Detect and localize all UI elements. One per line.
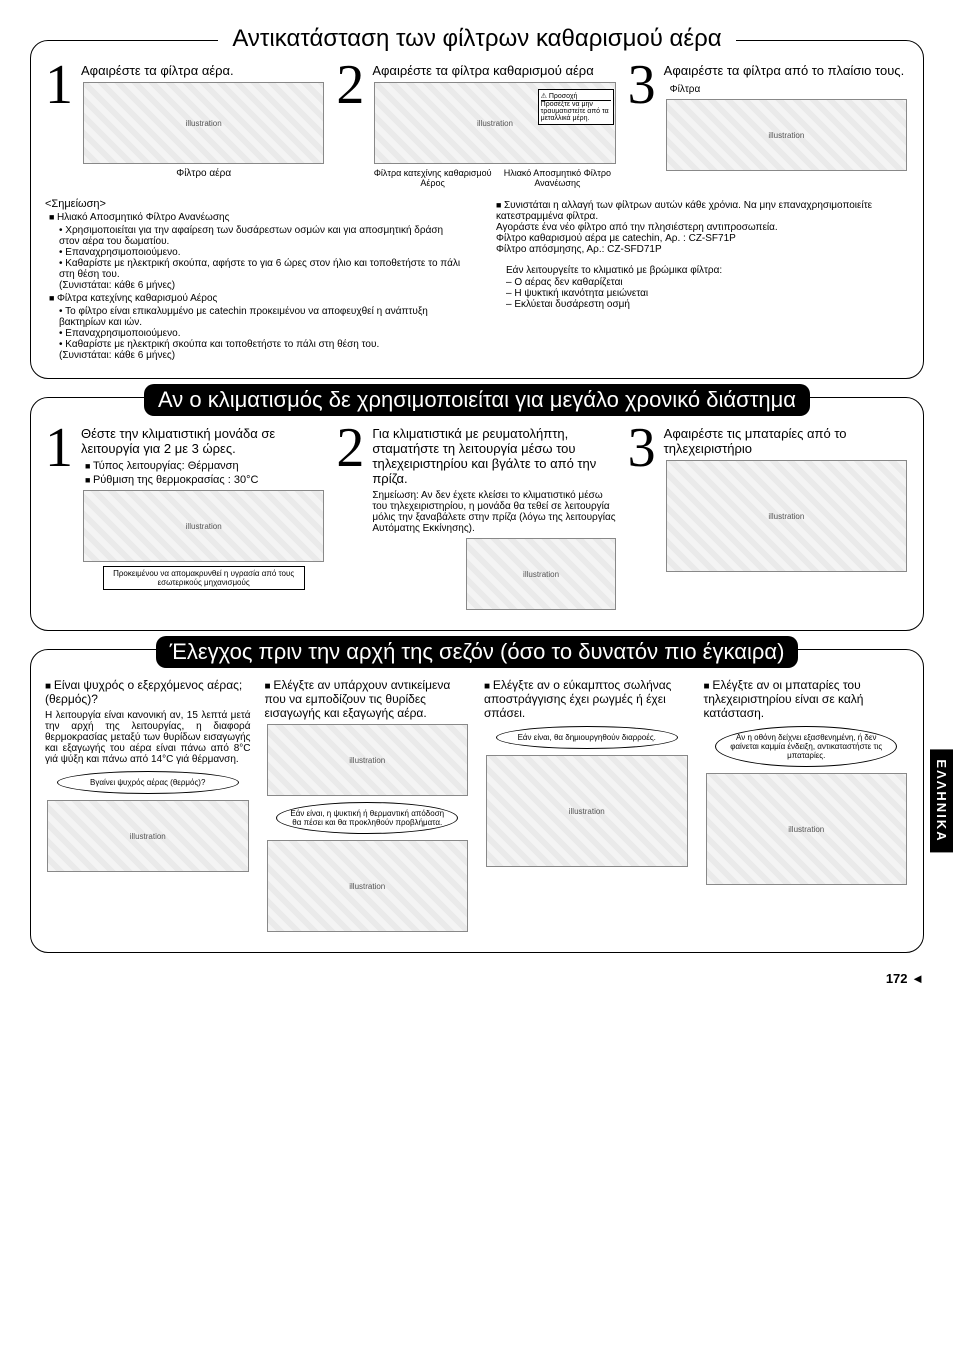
check-col-1: Είναι ψυχρός ο εξερχόμενος αέρας; (θερμό… <box>45 678 251 936</box>
note-list-right: Συνιστάται η αλλαγή των φίλτρων αυτών κά… <box>492 200 909 255</box>
step-b1: 1 Θέστε την κλιματιστική μονάδα σε λειτο… <box>45 426 326 614</box>
section-preseason-check: Έλεγχος πριν την αρχή της σεζόν (όσο το … <box>30 649 924 953</box>
indoor-unit-illustration: illustration <box>267 724 469 796</box>
check-col-3: Ελέγξτε αν ο εύκαμπτος σωλήνας αποστράγγ… <box>484 678 690 936</box>
step-b2: 2 Για κλιματιστικά με ρευματολήπτη, σταμ… <box>336 426 617 614</box>
note-item: Ηλιακό Αποσμητικό Φίλτρο Ανανέωσης <box>49 212 462 223</box>
note-list-left-2: Φίλτρα κατεχίνης καθαρισμού Αέρος <box>45 293 462 304</box>
step-b3: 3 Αφαιρέστε τις μπαταρίες από το τηλεχει… <box>628 426 909 614</box>
dash-item: Ο αέρας δεν καθαρίζεται <box>506 277 909 288</box>
language-tab: ΕΛΛΗΝΙΚΑ <box>930 749 953 852</box>
section-c-checks: Είναι ψυχρός ο εξερχόμενος αέρας; (θερμό… <box>45 678 909 936</box>
note-list-left: Ηλιακό Αποσμητικό Φίλτρο Ανανέωσης <box>45 212 462 223</box>
check-head-1: Είναι ψυχρός ο εξερχόμενος αέρας; (θερμό… <box>45 678 251 706</box>
section-c-title: Έλεγχος πριν την αρχή της σεζόν (όσο το … <box>156 636 799 668</box>
step-number: 2 <box>336 420 364 476</box>
dash-item: Εκλύεται δυσάρεστη οσμή <box>506 299 909 310</box>
note-right-cond: Εάν λειτουργείτε το κλιματικό με βρώμικα… <box>492 265 909 276</box>
step-b1-box: Προκειμένου να απομακρυνθεί η υγρασία απ… <box>103 566 305 590</box>
step-number: 1 <box>45 420 73 476</box>
note-subitem: Καθαρίστε με ηλεκτρική σκούπα και τοποθε… <box>59 339 462 361</box>
step-a2-captions: Φίλτρα κατεχίνης καθαρισμού Αέρος Ηλιακό… <box>372 168 617 188</box>
check-head-2: Ελέγξτε αν υπάρχουν αντικείμενα που να ε… <box>265 678 471 720</box>
step-number: 3 <box>628 57 656 113</box>
note-right-col: Συνιστάται η αλλαγή των φίλτρων αυτών κά… <box>492 198 909 362</box>
note-subitem: Το φίλτρο είναι επικαλυμμένο με catechin… <box>59 306 462 328</box>
note-item: Φίλτρα κατεχίνης καθαρισμού Αέρος <box>49 293 462 304</box>
section-a-title: Αντικατάσταση των φίλτρων καθαρισμού αέρ… <box>218 25 735 53</box>
step-number: 2 <box>336 57 364 113</box>
note-left-col: <Σημείωση> Ηλιακό Αποσμητικό Φίλτρο Αναν… <box>45 198 462 362</box>
step-b1-title: Θέστε την κλιματιστική μονάδα σε λειτουρ… <box>81 426 326 456</box>
check-body-1: Η λειτουργία είναι κανονική αν, 15 λεπτά… <box>45 710 251 765</box>
check-bubble-1: Βγαίνει ψυχρός αέρας (θερμός)? <box>57 771 239 794</box>
step-b3-title: Αφαιρέστε τις μπαταρίες από το τηλεχειρι… <box>664 426 909 456</box>
note-subitem: Επαναχρησιμοποιούμενο. <box>59 328 462 339</box>
step-b2-note: Σημείωση: Αν δεν έχετε κλείσει το κλιματ… <box>372 490 617 534</box>
section-long-idle: Αν ο κλιματισμός δε χρησιμοποιείται για … <box>30 397 924 631</box>
check-head-4: Ελέγξτε αν οι μπαταρίες του τηλεχειριστη… <box>704 678 910 720</box>
ac-dry-illustration: illustration <box>83 490 324 562</box>
step-a1-title: Αφαιρέστε τα φίλτρα αέρα. <box>81 63 326 78</box>
section-b-steps: 1 Θέστε την κλιματιστική μονάδα σε λειτο… <box>45 426 909 614</box>
unplug-illustration: illustration <box>466 538 615 610</box>
warning-box: ⚠ Προσοχή Προσέξτε να μην τραυματιστείτε… <box>538 89 614 125</box>
step-a3-title: Αφαιρέστε τα φίλτρα από το πλαίσιο τους. <box>664 63 909 78</box>
section-b-title: Αν ο κλιματισμός δε χρησιμοποιείται για … <box>144 384 810 416</box>
caption-right: Ηλιακό Αποσμητικό Φίλτρο Ανανέωσης <box>497 168 618 188</box>
check-col-2: Ελέγξτε αν υπάρχουν αντικείμενα που να ε… <box>265 678 471 936</box>
step-b1-bullets: Τύπος λειτουργίας: Θέρμανση Ρύθμιση της … <box>81 460 326 486</box>
filter-frame-illustration: illustration <box>666 99 907 171</box>
check-bubble-4: Αν η οθόνη δείχνει εξασθενημένη, ή δεν φ… <box>715 726 897 767</box>
step-a3-caption: Φίλτρα <box>670 84 909 95</box>
step-a3: 3 Αφαιρέστε τα φίλτρα από το πλαίσιο του… <box>628 63 909 188</box>
dash-item: Η ψυκτική ικανότητα μειώνεται <box>506 288 909 299</box>
bullet: Τύπος λειτουργίας: Θέρμανση <box>85 460 326 472</box>
note-heading: <Σημείωση> <box>45 198 462 210</box>
section-a-notes: <Σημείωση> Ηλιακό Αποσμητικό Φίλτρο Αναν… <box>45 198 909 362</box>
step-a1-caption: Φίλτρο αέρα <box>81 168 326 179</box>
section-a-steps: 1 Αφαιρέστε τα φίλτρα αέρα. illustration… <box>45 63 909 188</box>
person-feeling-air-illustration: illustration <box>47 800 249 872</box>
note-subitem: Χρησιμοποιείται για την αφαίρεση των δυσ… <box>59 225 462 247</box>
ac-unit-illustration: illustration <box>83 82 324 164</box>
note-right-dashlist: Ο αέρας δεν καθαρίζεται Η ψυκτική ικανότ… <box>492 277 909 310</box>
step-number: 3 <box>628 420 656 476</box>
bullet: Ρύθμιση της θερμοκρασίας : 30°C <box>85 474 326 486</box>
step-a1: 1 Αφαιρέστε τα φίλτρα αέρα. illustration… <box>45 63 326 188</box>
section-filter-replacement: Αντικατάσταση των φίλτρων καθαρισμού αέρ… <box>30 40 924 379</box>
note-subitem: Επαναχρησιμοποιούμενο. <box>59 247 462 258</box>
step-a2: 2 Αφαιρέστε τα φίλτρα καθαρισμού αέρα ⚠ … <box>336 63 617 188</box>
check-col-4: Ελέγξτε αν οι μπαταρίες του τηλεχειριστη… <box>704 678 910 936</box>
caption-left: Φίλτρα κατεχίνης καθαρισμού Αέρος <box>372 168 493 188</box>
check-head-3: Ελέγξτε αν ο εύκαμπτος σωλήνας αποστράγγ… <box>484 678 690 720</box>
note-sublist: Χρησιμοποιείται για την αφαίρεση των δυσ… <box>45 225 462 291</box>
step-number: 1 <box>45 57 73 113</box>
step-a2-title: Αφαιρέστε τα φίλτρα καθαρισμού αέρα <box>372 63 617 78</box>
warning-body: Προσέξτε να μην τραυματιστείτε από τα με… <box>541 101 611 122</box>
remote-batteries-illustration: illustration <box>666 460 907 572</box>
step-b2-title: Για κλιματιστικά με ρευματολήπτη, σταματ… <box>372 426 617 486</box>
note-item: Συνιστάται η αλλαγή των φίλτρων αυτών κά… <box>496 200 909 255</box>
note-subitem: Καθαρίστε με ηλεκτρική σκούπα, αφήστε το… <box>59 258 462 291</box>
note-sublist-2: Το φίλτρο είναι επικαλυμμένο με catechin… <box>45 306 462 361</box>
warning-title: ⚠ Προσοχή <box>541 92 611 101</box>
outdoor-unit-illustration: illustration <box>267 840 469 932</box>
check-bubble-3: Εάν είναι, θα δημιουργηθούν διαρροές. <box>496 726 678 749</box>
page-number: 172 <box>30 971 924 986</box>
drain-hose-illustration: illustration <box>486 755 688 867</box>
page: Αντικατάσταση των φίλτρων καθαρισμού αέρ… <box>30 40 924 986</box>
remote-character-illustration: illustration <box>706 773 908 885</box>
check-bubble-2: Εάν είναι, η ψυκτική ή θερμαντική απόδοσ… <box>276 802 458 834</box>
